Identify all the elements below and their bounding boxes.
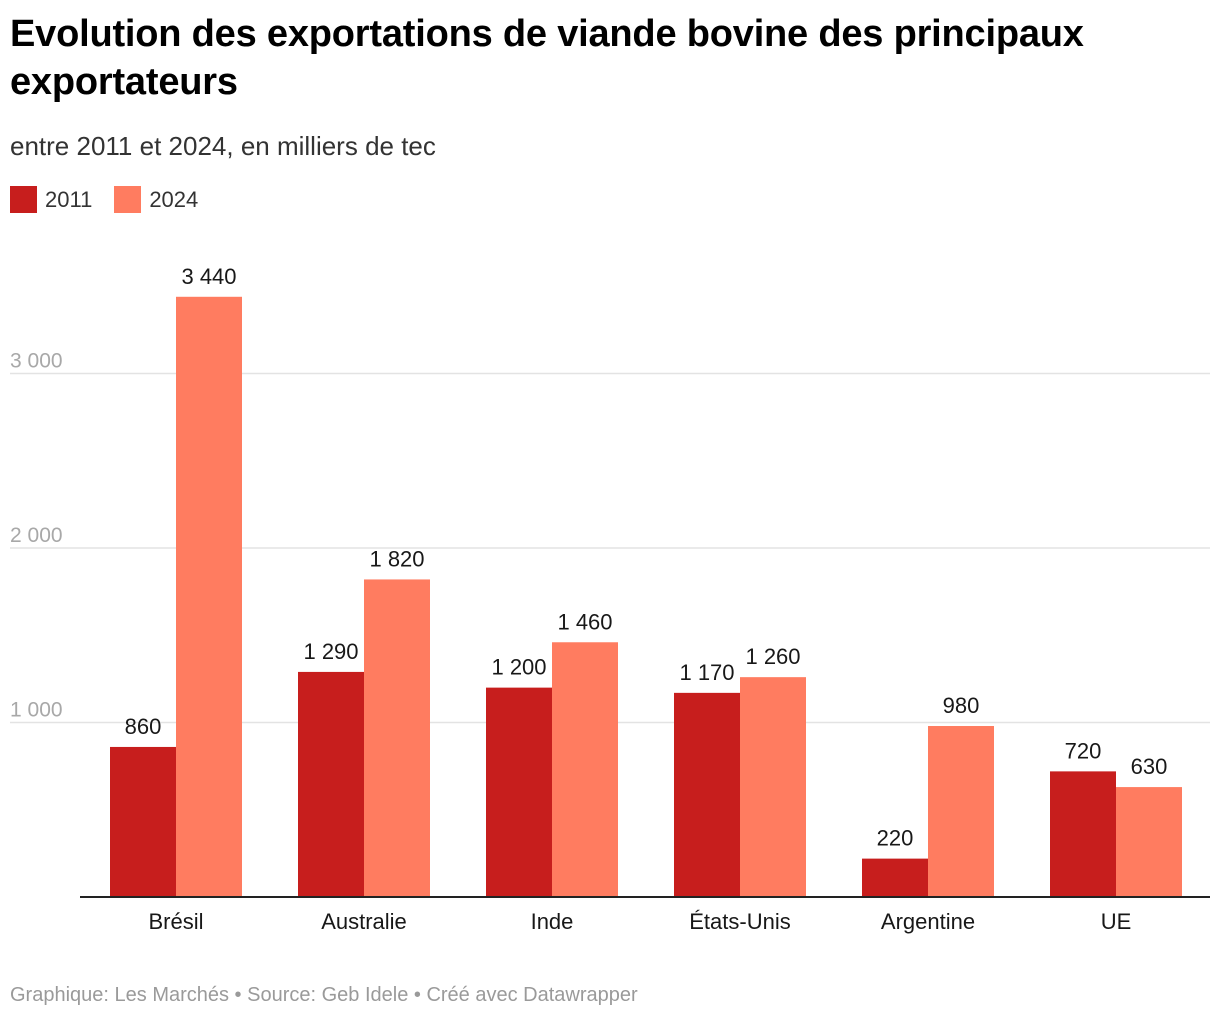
legend: 2011 2024 <box>10 186 220 213</box>
legend-swatch-2024 <box>114 186 142 213</box>
bar <box>552 642 618 897</box>
bar <box>1116 787 1182 897</box>
bar <box>110 746 176 897</box>
bar-value-label: 3 440 <box>181 264 236 289</box>
chart-subtitle: entre 2011 et 2024, en milliers de tec <box>10 131 436 161</box>
bar-value-label: 630 <box>1131 754 1168 779</box>
bar-value-label: 1 170 <box>679 660 734 685</box>
bar <box>1050 771 1116 897</box>
x-tick-label: États-Unis <box>689 909 790 934</box>
bar-value-label: 1 260 <box>745 644 800 669</box>
bar-value-label: 1 290 <box>303 639 358 664</box>
x-tick-label: Argentine <box>881 909 975 934</box>
x-tick-label: Inde <box>531 909 574 934</box>
bar <box>176 296 242 897</box>
bar-value-label: 860 <box>125 714 162 739</box>
bar-value-label: 1 820 <box>369 546 424 571</box>
bar <box>486 687 552 897</box>
y-tick-label: 2 000 <box>10 524 63 547</box>
bar <box>298 671 364 897</box>
legend-item-2024: 2024 <box>114 186 198 213</box>
bar <box>364 579 430 897</box>
y-tick-label: 1 000 <box>10 699 63 722</box>
bar <box>674 692 740 897</box>
x-tick-label: Australie <box>321 909 407 934</box>
bar-value-label: 1 460 <box>557 609 612 634</box>
bar-value-label: 220 <box>877 826 914 851</box>
legend-label-2011: 2011 <box>45 186 93 212</box>
bar-value-label: 980 <box>943 693 980 718</box>
bar-value-label: 1 200 <box>491 655 546 680</box>
bar-value-label: 720 <box>1065 738 1102 763</box>
x-tick-label: UE <box>1101 909 1132 934</box>
x-tick-label: Brésil <box>148 909 203 934</box>
bar <box>928 726 994 897</box>
bar-chart: 1 000 2 000 3 000 860 3 440 Brésil 1 290 1 820 A… <box>10 264 1210 934</box>
bar <box>862 858 928 897</box>
y-tick-label: 3 000 <box>10 350 63 373</box>
legend-swatch-2011 <box>10 186 37 213</box>
bar <box>740 677 806 897</box>
legend-item-2011: 2011 <box>10 186 92 213</box>
legend-label-2024: 2024 <box>149 186 199 212</box>
chart-title: Evolution des exportations de viande bov… <box>10 13 1084 103</box>
chart-footer: Graphique: Les Marchés • Source: Geb Ide… <box>10 984 638 1006</box>
